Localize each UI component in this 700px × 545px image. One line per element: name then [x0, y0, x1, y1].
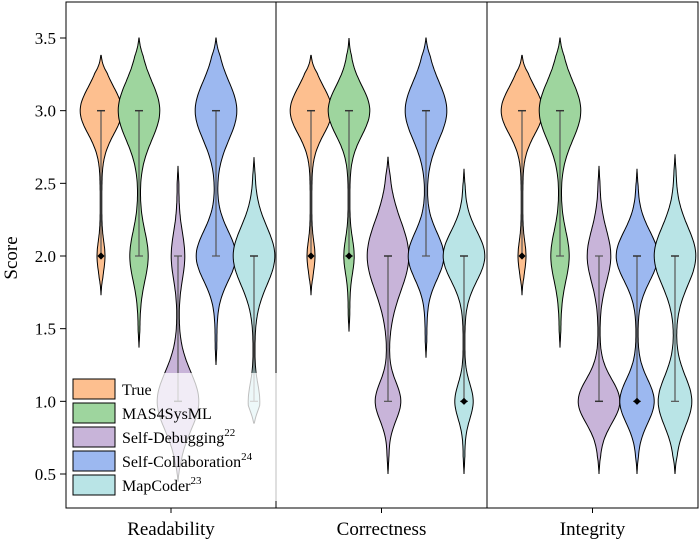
violin-mean-marker	[633, 397, 641, 405]
x-axis: Readability Correctness Integrity	[127, 508, 626, 540]
y-tick-label: 3.0	[35, 102, 56, 121]
legend-swatch-mapcoder	[72, 474, 116, 496]
legend-label-true: True	[122, 382, 152, 399]
violin-mean-marker	[518, 252, 526, 260]
x-tick-label-integrity: Integrity	[560, 519, 626, 540]
y-axis: 0.5 1.0 1.5 2.0 2.5 3.0 3.5	[35, 29, 66, 484]
legend-label-self-debugging: Self-Debugging22	[122, 427, 235, 447]
x-tick-label-correctness: Correctness	[337, 519, 427, 540]
legend-swatch-true	[72, 378, 116, 400]
violin-mean-marker	[345, 252, 353, 260]
y-tick-label: 3.5	[35, 29, 56, 48]
violin-mean-marker	[307, 252, 315, 260]
legend-swatch-mas4sysml	[72, 402, 116, 424]
legend-label-mas4sysml: MAS4SysML	[122, 406, 212, 423]
y-tick-label: 2.5	[35, 174, 56, 193]
legend-label-self-collaboration: Self-Collaboration24	[122, 451, 253, 471]
violin-mean-marker	[460, 397, 468, 405]
violin-mean-marker	[97, 252, 105, 260]
legend-label-mapcoder: MapCoder23	[122, 475, 202, 495]
legend-swatch-self-debugging	[72, 426, 116, 448]
legend-swatch-self-collaboration	[72, 450, 116, 472]
y-tick-label: 1.5	[35, 320, 56, 339]
y-tick-label: 2.0	[35, 247, 56, 266]
legend: True MAS4SysML Self-Debugging22 Self-Collab…	[70, 373, 280, 501]
x-tick-label-readability: Readability	[127, 519, 215, 540]
y-tick-label: 1.0	[35, 392, 56, 411]
y-axis-title: Score	[1, 236, 22, 279]
y-tick-label: 0.5	[35, 465, 56, 484]
